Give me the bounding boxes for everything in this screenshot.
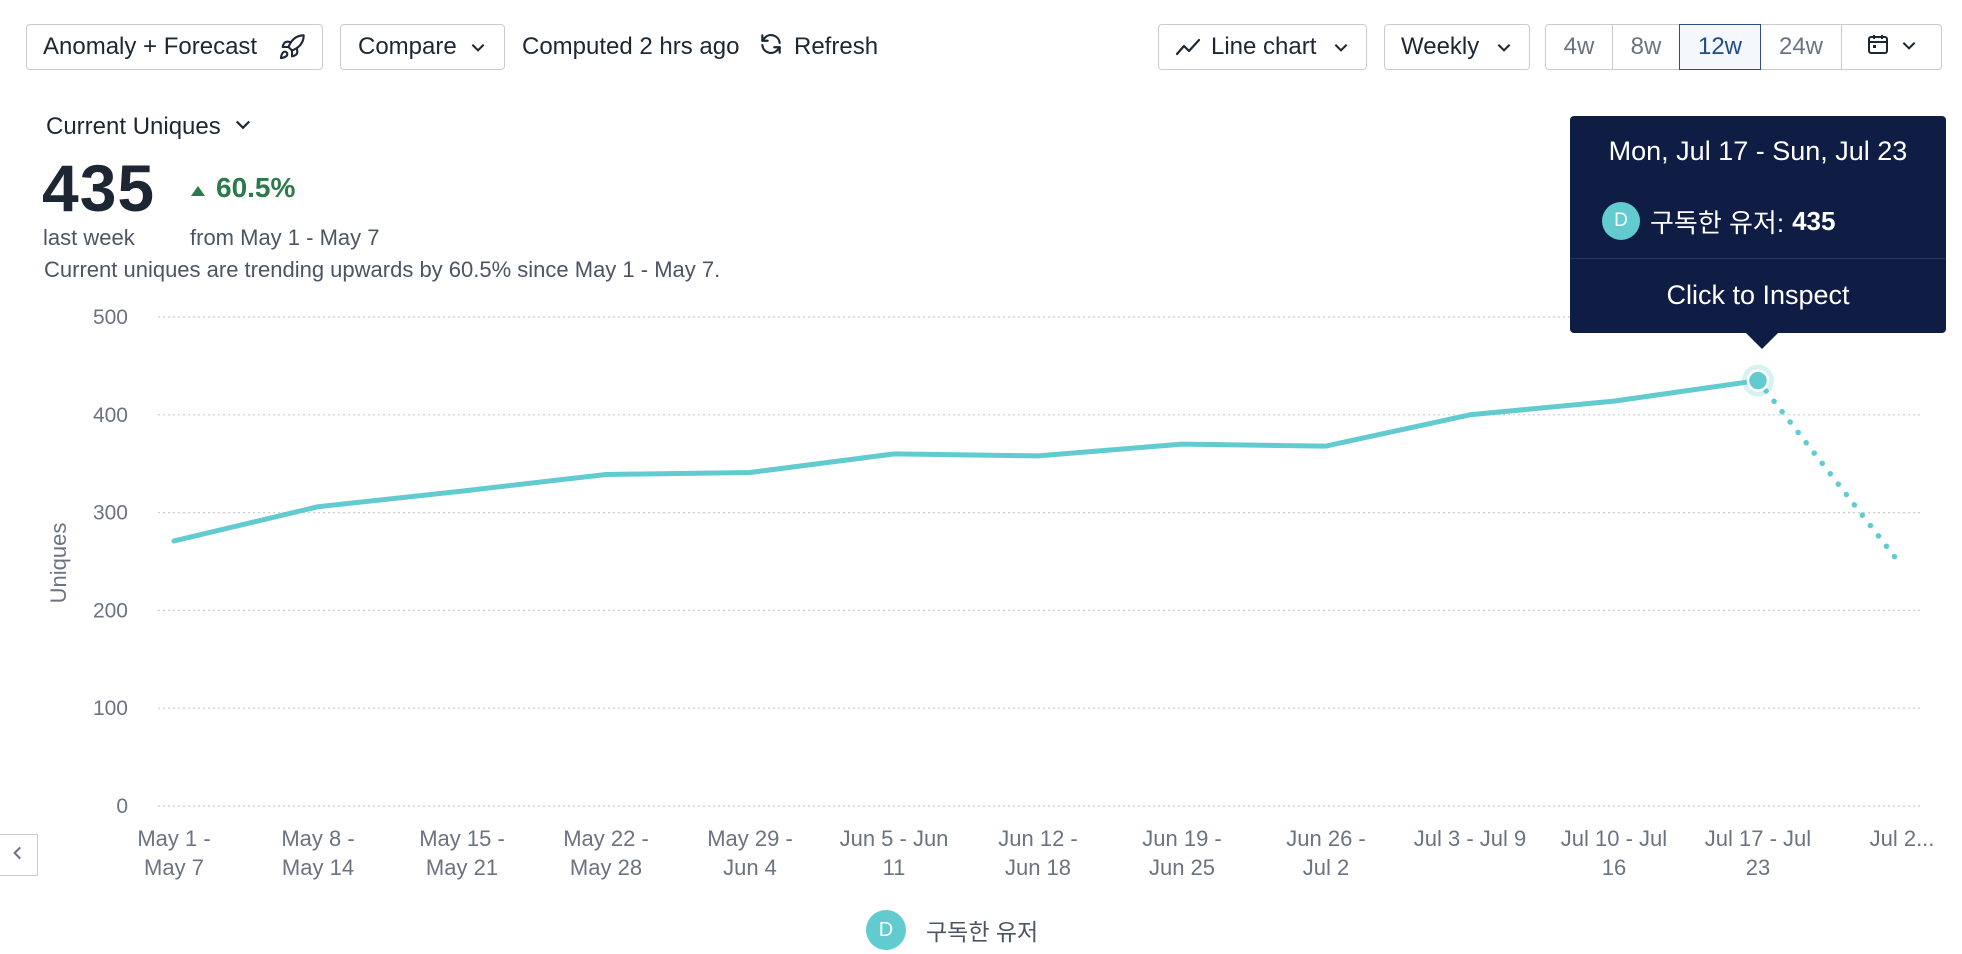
chevron-down-icon (1332, 38, 1350, 56)
svg-text:May 8 -: May 8 - (281, 826, 354, 851)
svg-text:May 1 -: May 1 - (137, 826, 210, 851)
x-tick-label: Jul 10 - Jul 16 (1561, 826, 1667, 880)
x-tick-label: Jul 17 - Jul 23 (1705, 826, 1811, 880)
forecast-line (1755, 377, 1905, 570)
svg-text:Jul 3 - Jul 9: Jul 3 - Jul 9 (1414, 826, 1527, 851)
tooltip-value: 435 (1792, 205, 1836, 236)
toolbar: Anomaly + Forecast Compare Computed 2 hr… (0, 0, 1962, 96)
x-tick-label: Jun 5 - Jun 11 (840, 826, 949, 880)
metric-delta-caption: from May 1 - May 7 (190, 225, 380, 250)
x-tick-label: May 15 - May 21 (419, 826, 505, 880)
svg-text:Jun 5 - Jun: Jun 5 - Jun (840, 826, 949, 851)
y-tick-label: 300 (93, 502, 128, 525)
svg-text:Jul 2: Jul 2 (1303, 855, 1349, 880)
svg-text:May 15 -: May 15 - (419, 826, 505, 851)
x-tick-label: Jun 12 - Jun 18 (998, 826, 1078, 880)
svg-text:Jul 2...: Jul 2... (1870, 826, 1935, 851)
range-8w[interactable]: 8w (1612, 24, 1680, 70)
chart-type-label: Line chart (1211, 33, 1317, 60)
x-tick-label: May 22 - May 28 (563, 826, 649, 880)
chart-type-button[interactable]: Line chart (1158, 24, 1367, 70)
range-selector: 4w 8w 12w 24w (1545, 24, 1942, 70)
tooltip-series-row: D 구독한 유저: 435 (1602, 202, 1835, 240)
compare-label: Compare (358, 33, 457, 60)
calendar-icon (1866, 32, 1890, 63)
tooltip-date-range: Mon, Jul 17 - Sun, Jul 23 (1608, 136, 1908, 166)
metric-description: Current uniques are trending upwards by … (44, 257, 721, 282)
metric-selector-label: Current Uniques (46, 113, 221, 140)
legend-label[interactable]: 구독한 유저 (926, 919, 1039, 945)
svg-text:May 21: May 21 (426, 855, 498, 880)
highlighted-data-point[interactable] (1746, 369, 1770, 392)
chevron-down-icon (1495, 38, 1513, 56)
metric-delta-value: 60.5% (216, 172, 296, 203)
metric-selector[interactable]: Current Uniques (46, 113, 253, 141)
x-tick-label: Jun 19 - Jun 25 (1142, 826, 1222, 880)
svg-text:May 22 -: May 22 - (563, 826, 649, 851)
tooltip-arrow (1746, 333, 1778, 349)
scroll-left-button[interactable] (0, 834, 38, 876)
metric-value: 435 (42, 151, 156, 225)
data-point-tooltip[interactable]: Mon, Jul 17 - Sun, Jul 23 D 구독한 유저: 435 … (1570, 116, 1946, 349)
svg-text:Jul 10 - Jul: Jul 10 - Jul (1561, 826, 1667, 851)
y-tick-label: 200 (93, 599, 128, 622)
series-avatar: D (1602, 202, 1640, 240)
chart-legend: D 구독한 유저 (866, 910, 1038, 950)
svg-text:Jul 17 - Jul: Jul 17 - Jul (1705, 826, 1811, 851)
svg-text:Jun 25: Jun 25 (1149, 855, 1215, 880)
refresh-label: Refresh (794, 33, 879, 60)
range-4w[interactable]: 4w (1545, 24, 1613, 70)
x-tick-label: Jun 26 - Jul 2 (1286, 826, 1366, 880)
svg-text:16: 16 (1602, 855, 1626, 880)
x-tick-label: May 8 - May 14 (281, 826, 354, 880)
y-tick-label: 500 (93, 306, 128, 329)
computed-status: Computed 2 hrs ago (522, 33, 740, 60)
legend-avatar: D (866, 910, 906, 950)
y-tick-label: 400 (93, 404, 128, 427)
date-picker-button[interactable] (1841, 24, 1942, 70)
series-line (171, 378, 1761, 544)
svg-text:Jun 18: Jun 18 (1005, 855, 1071, 880)
y-axis-label: Uniques (46, 523, 71, 604)
x-tick-label: May 1 - May 7 (137, 826, 210, 880)
chevron-down-icon (469, 38, 487, 56)
arrow-up-icon (190, 172, 206, 204)
anomaly-forecast-button[interactable]: Anomaly + Forecast (26, 24, 323, 70)
chevron-down-icon (1900, 33, 1918, 61)
x-tick-label: May 29 - Jun 4 (707, 826, 793, 880)
svg-text:Jun 26 -: Jun 26 - (1286, 826, 1366, 851)
range-24w[interactable]: 24w (1760, 24, 1842, 70)
range-12w[interactable]: 12w (1679, 24, 1761, 70)
metric-value-caption: last week (43, 225, 135, 250)
svg-text:May 14: May 14 (282, 855, 354, 880)
metric-delta: 60.5% (190, 172, 295, 204)
y-tick-label: 0 (116, 795, 128, 818)
svg-text:23: 23 (1746, 855, 1770, 880)
interval-button[interactable]: Weekly (1384, 24, 1530, 70)
x-tick-label: Jul 3 - Jul 9 (1414, 826, 1527, 851)
interval-label: Weekly (1401, 33, 1480, 60)
tooltip-series-label: 구독한 유저: (1650, 207, 1785, 238)
compare-button[interactable]: Compare (340, 24, 505, 70)
svg-text:May 29 -: May 29 - (707, 826, 793, 851)
refresh-icon (758, 31, 784, 64)
anomaly-forecast-label: Anomaly + Forecast (43, 33, 258, 60)
y-tick-label: 100 (93, 697, 128, 720)
chevron-left-icon (9, 844, 27, 867)
rocket-icon (278, 33, 306, 61)
svg-text:Jun 19 -: Jun 19 - (1142, 826, 1222, 851)
line-chart-icon (1175, 37, 1201, 57)
refresh-button[interactable]: Refresh (758, 24, 878, 70)
svg-text:Jun 12 -: Jun 12 - (998, 826, 1078, 851)
svg-text:11: 11 (883, 855, 906, 880)
inspect-button[interactable]: Click to Inspect (1666, 280, 1850, 310)
svg-text:May 7: May 7 (144, 855, 204, 880)
tooltip-divider (1570, 258, 1946, 259)
svg-text:Jun 4: Jun 4 (723, 855, 777, 880)
svg-text:May 28: May 28 (570, 855, 642, 880)
chevron-down-icon (233, 113, 253, 141)
x-tick-label: Jul 2... (1870, 826, 1935, 851)
